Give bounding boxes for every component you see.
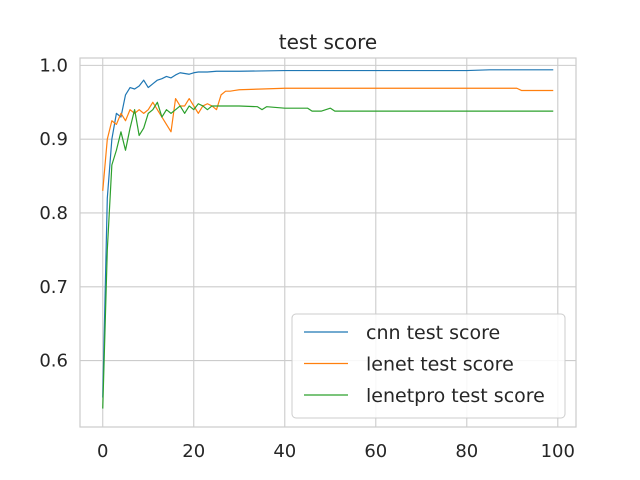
y-tick-label: 0.8 — [39, 203, 68, 224]
x-tick-label: 40 — [273, 441, 296, 462]
x-tick-label: 100 — [541, 441, 575, 462]
y-tick-label: 0.7 — [39, 277, 68, 298]
series-line-lenetpro-test-score — [102, 101, 554, 409]
x-tick-label: 60 — [364, 441, 387, 462]
grid — [80, 58, 576, 427]
legend-entry: cnn test score — [366, 322, 500, 344]
x-tick-label: 0 — [97, 441, 108, 462]
x-axis: 0 20 40 60 80 100 — [97, 441, 575, 462]
x-tick-label: 20 — [182, 441, 205, 462]
legend-entry: lenet test score — [366, 354, 514, 376]
series-line-lenet-test-score — [102, 87, 554, 191]
y-axis: 0.6 0.7 0.8 0.9 1.0 — [39, 55, 68, 371]
legend-box — [291, 313, 566, 419]
y-tick-label: 1.0 — [39, 55, 68, 76]
series-lines — [102, 69, 554, 409]
x-tick-label: 80 — [455, 441, 478, 462]
y-tick-label: 0.9 — [39, 129, 68, 150]
series-line-cnn-test-score — [102, 69, 554, 398]
legend: cnn test score lenet test score lenetpro t… — [291, 313, 566, 419]
legend-entry: lenetpro test score — [366, 385, 545, 407]
plot-area-frame — [79, 57, 577, 428]
y-tick-label: 0.6 — [39, 351, 68, 372]
chart-title: test score — [279, 30, 378, 54]
